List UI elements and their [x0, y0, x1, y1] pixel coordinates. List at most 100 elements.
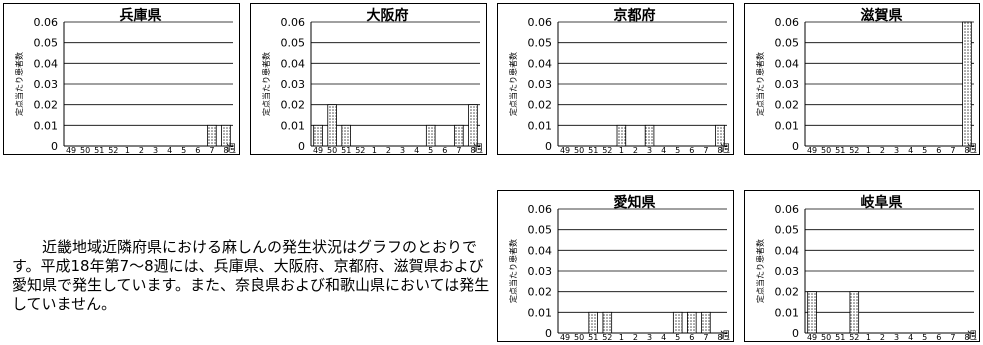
- chart-kyoto: 0 0.01 0.02 0.03 0.04 0.05 0.06 49 50 51 52 1 2 3 4 5 6 7…: [497, 3, 734, 155]
- x-tick-label: 7: [209, 146, 214, 155]
- x-tick-label: 7: [703, 146, 708, 155]
- x-tick-label: 52: [355, 146, 365, 155]
- y-tick-label: 0.05: [34, 37, 59, 50]
- chart-hyogo: 0 0.01 0.02 0.03 0.04 0.05 0.06 49 50 51 52 1 2 3 4 5 6 7…: [3, 3, 240, 155]
- y-tick-label: 0.03: [281, 78, 306, 91]
- x-tick-label: 50: [80, 146, 90, 155]
- x-tick-label: 52: [602, 146, 612, 155]
- bar: [616, 124, 627, 147]
- x-tick-label: 6: [442, 146, 447, 155]
- y-tick-label: 0: [51, 140, 58, 153]
- y-tick-label: 0.05: [528, 224, 553, 237]
- x-axis-label: 週: [720, 143, 730, 155]
- x-tick-label: 2: [880, 333, 885, 342]
- x-tick-label: 50: [821, 146, 831, 155]
- y-tick-label: 0.05: [528, 37, 553, 50]
- x-tick-label: 2: [880, 146, 885, 155]
- x-tick-label: 3: [153, 146, 158, 155]
- chart-title: 滋賀県: [861, 7, 903, 24]
- x-tick-label: 52: [849, 146, 859, 155]
- chart-svg: 0 0.01 0.02 0.03 0.04 0.05 0.06 49 50 51 52 1 2 3 4 5 6 7…: [14, 7, 236, 155]
- chart-title: 大阪府: [367, 7, 409, 24]
- x-tick-label: 3: [894, 146, 899, 155]
- x-tick-label: 6: [936, 146, 941, 155]
- bar: [807, 291, 817, 334]
- y-tick-label: 0.06: [528, 16, 553, 29]
- x-tick-label: 2: [633, 333, 638, 342]
- x-tick-label: 4: [661, 146, 666, 155]
- x-tick-label: 49: [560, 146, 570, 155]
- x-tick-label: 1: [619, 146, 624, 155]
- x-tick-label: 51: [835, 333, 845, 342]
- x-tick-label: 51: [588, 146, 598, 155]
- x-tick-label: 49: [66, 146, 76, 155]
- description-text: 近畿地域近隣府県における麻しんの発生状況はグラフのとおりです。平成18年第7～8…: [12, 238, 490, 313]
- bar: [588, 311, 598, 334]
- x-tick-label: 4: [661, 333, 666, 342]
- y-tick-label: 0: [545, 327, 552, 340]
- x-axis-label: 週: [720, 330, 730, 342]
- x-tick-label: 8: [964, 333, 969, 342]
- y-tick-label: 0.04: [34, 57, 59, 70]
- y-axis-label: 定点当たり患者数: [14, 52, 24, 116]
- y-tick-label: 0.05: [775, 224, 800, 237]
- y-tick-label: 0.02: [528, 286, 553, 299]
- y-tick-label: 0.04: [528, 244, 553, 257]
- x-tick-label: 5: [675, 333, 680, 342]
- chart-svg: 0 0.01 0.02 0.03 0.04 0.05 0.06 49 50 51 52 1 2 3 4 5 6 7…: [261, 7, 483, 155]
- x-tick-label: 1: [619, 333, 624, 342]
- bar: [715, 124, 725, 147]
- x-tick-label: 8: [717, 146, 722, 155]
- x-tick-label: 50: [327, 146, 337, 155]
- x-tick-label: 1: [866, 333, 871, 342]
- chart-title: 岐阜県: [861, 194, 903, 211]
- bar: [341, 124, 351, 147]
- chart-gifu: 0 0.01 0.02 0.03 0.04 0.05 0.06 49 50 51 52 1 2 3 4 5 6 7…: [744, 190, 980, 342]
- x-tick-label: 7: [950, 333, 955, 342]
- bar: [207, 124, 217, 147]
- bar: [602, 311, 613, 334]
- x-tick-label: 50: [574, 146, 584, 155]
- chart-aichi: 0 0.01 0.02 0.03 0.04 0.05 0.06 49 50 51 52 1 2 3 4 5 6 7…: [497, 190, 734, 342]
- y-tick-label: 0: [298, 140, 305, 153]
- bar: [672, 311, 683, 334]
- y-tick-label: 0: [792, 140, 799, 153]
- x-tick-label: 7: [950, 146, 955, 155]
- chart-shiga: 0 0.01 0.02 0.03 0.04 0.05 0.06 49 50 51 52 1 2 3 4 5 6 7…: [744, 3, 980, 155]
- x-tick-label: 1: [866, 146, 871, 155]
- x-tick-label: 4: [908, 146, 913, 155]
- y-tick-label: 0.06: [775, 16, 800, 29]
- x-tick-label: 51: [341, 146, 351, 155]
- y-tick-label: 0.01: [34, 119, 59, 132]
- bar: [701, 311, 711, 334]
- x-tick-label: 3: [647, 146, 652, 155]
- y-tick-label: 0.01: [528, 119, 553, 132]
- y-tick-label: 0.04: [775, 244, 800, 257]
- bar: [687, 311, 697, 334]
- y-tick-label: 0.02: [775, 99, 800, 112]
- x-tick-label: 7: [703, 333, 708, 342]
- x-tick-label: 6: [689, 146, 694, 155]
- bar: [454, 124, 464, 147]
- bar: [327, 104, 337, 147]
- x-tick-label: 49: [560, 333, 570, 342]
- y-tick-label: 0.06: [281, 16, 306, 29]
- bar: [313, 124, 323, 147]
- x-tick-label: 6: [195, 146, 200, 155]
- y-tick-label: 0.03: [775, 265, 800, 278]
- x-tick-label: 2: [139, 146, 144, 155]
- y-tick-label: 0.02: [775, 286, 800, 299]
- bar: [849, 291, 860, 334]
- x-tick-label: 51: [588, 333, 598, 342]
- x-tick-label: 6: [689, 333, 694, 342]
- x-axis-label: 週: [967, 330, 977, 342]
- y-tick-label: 0: [792, 327, 799, 340]
- y-tick-label: 0.02: [281, 99, 306, 112]
- x-tick-label: 3: [400, 146, 405, 155]
- x-tick-label: 51: [94, 146, 104, 155]
- y-tick-label: 0.06: [34, 16, 59, 29]
- x-tick-label: 8: [964, 146, 969, 155]
- y-tick-label: 0.06: [528, 203, 553, 216]
- chart-title: 京都府: [614, 7, 656, 24]
- x-tick-label: 4: [908, 333, 913, 342]
